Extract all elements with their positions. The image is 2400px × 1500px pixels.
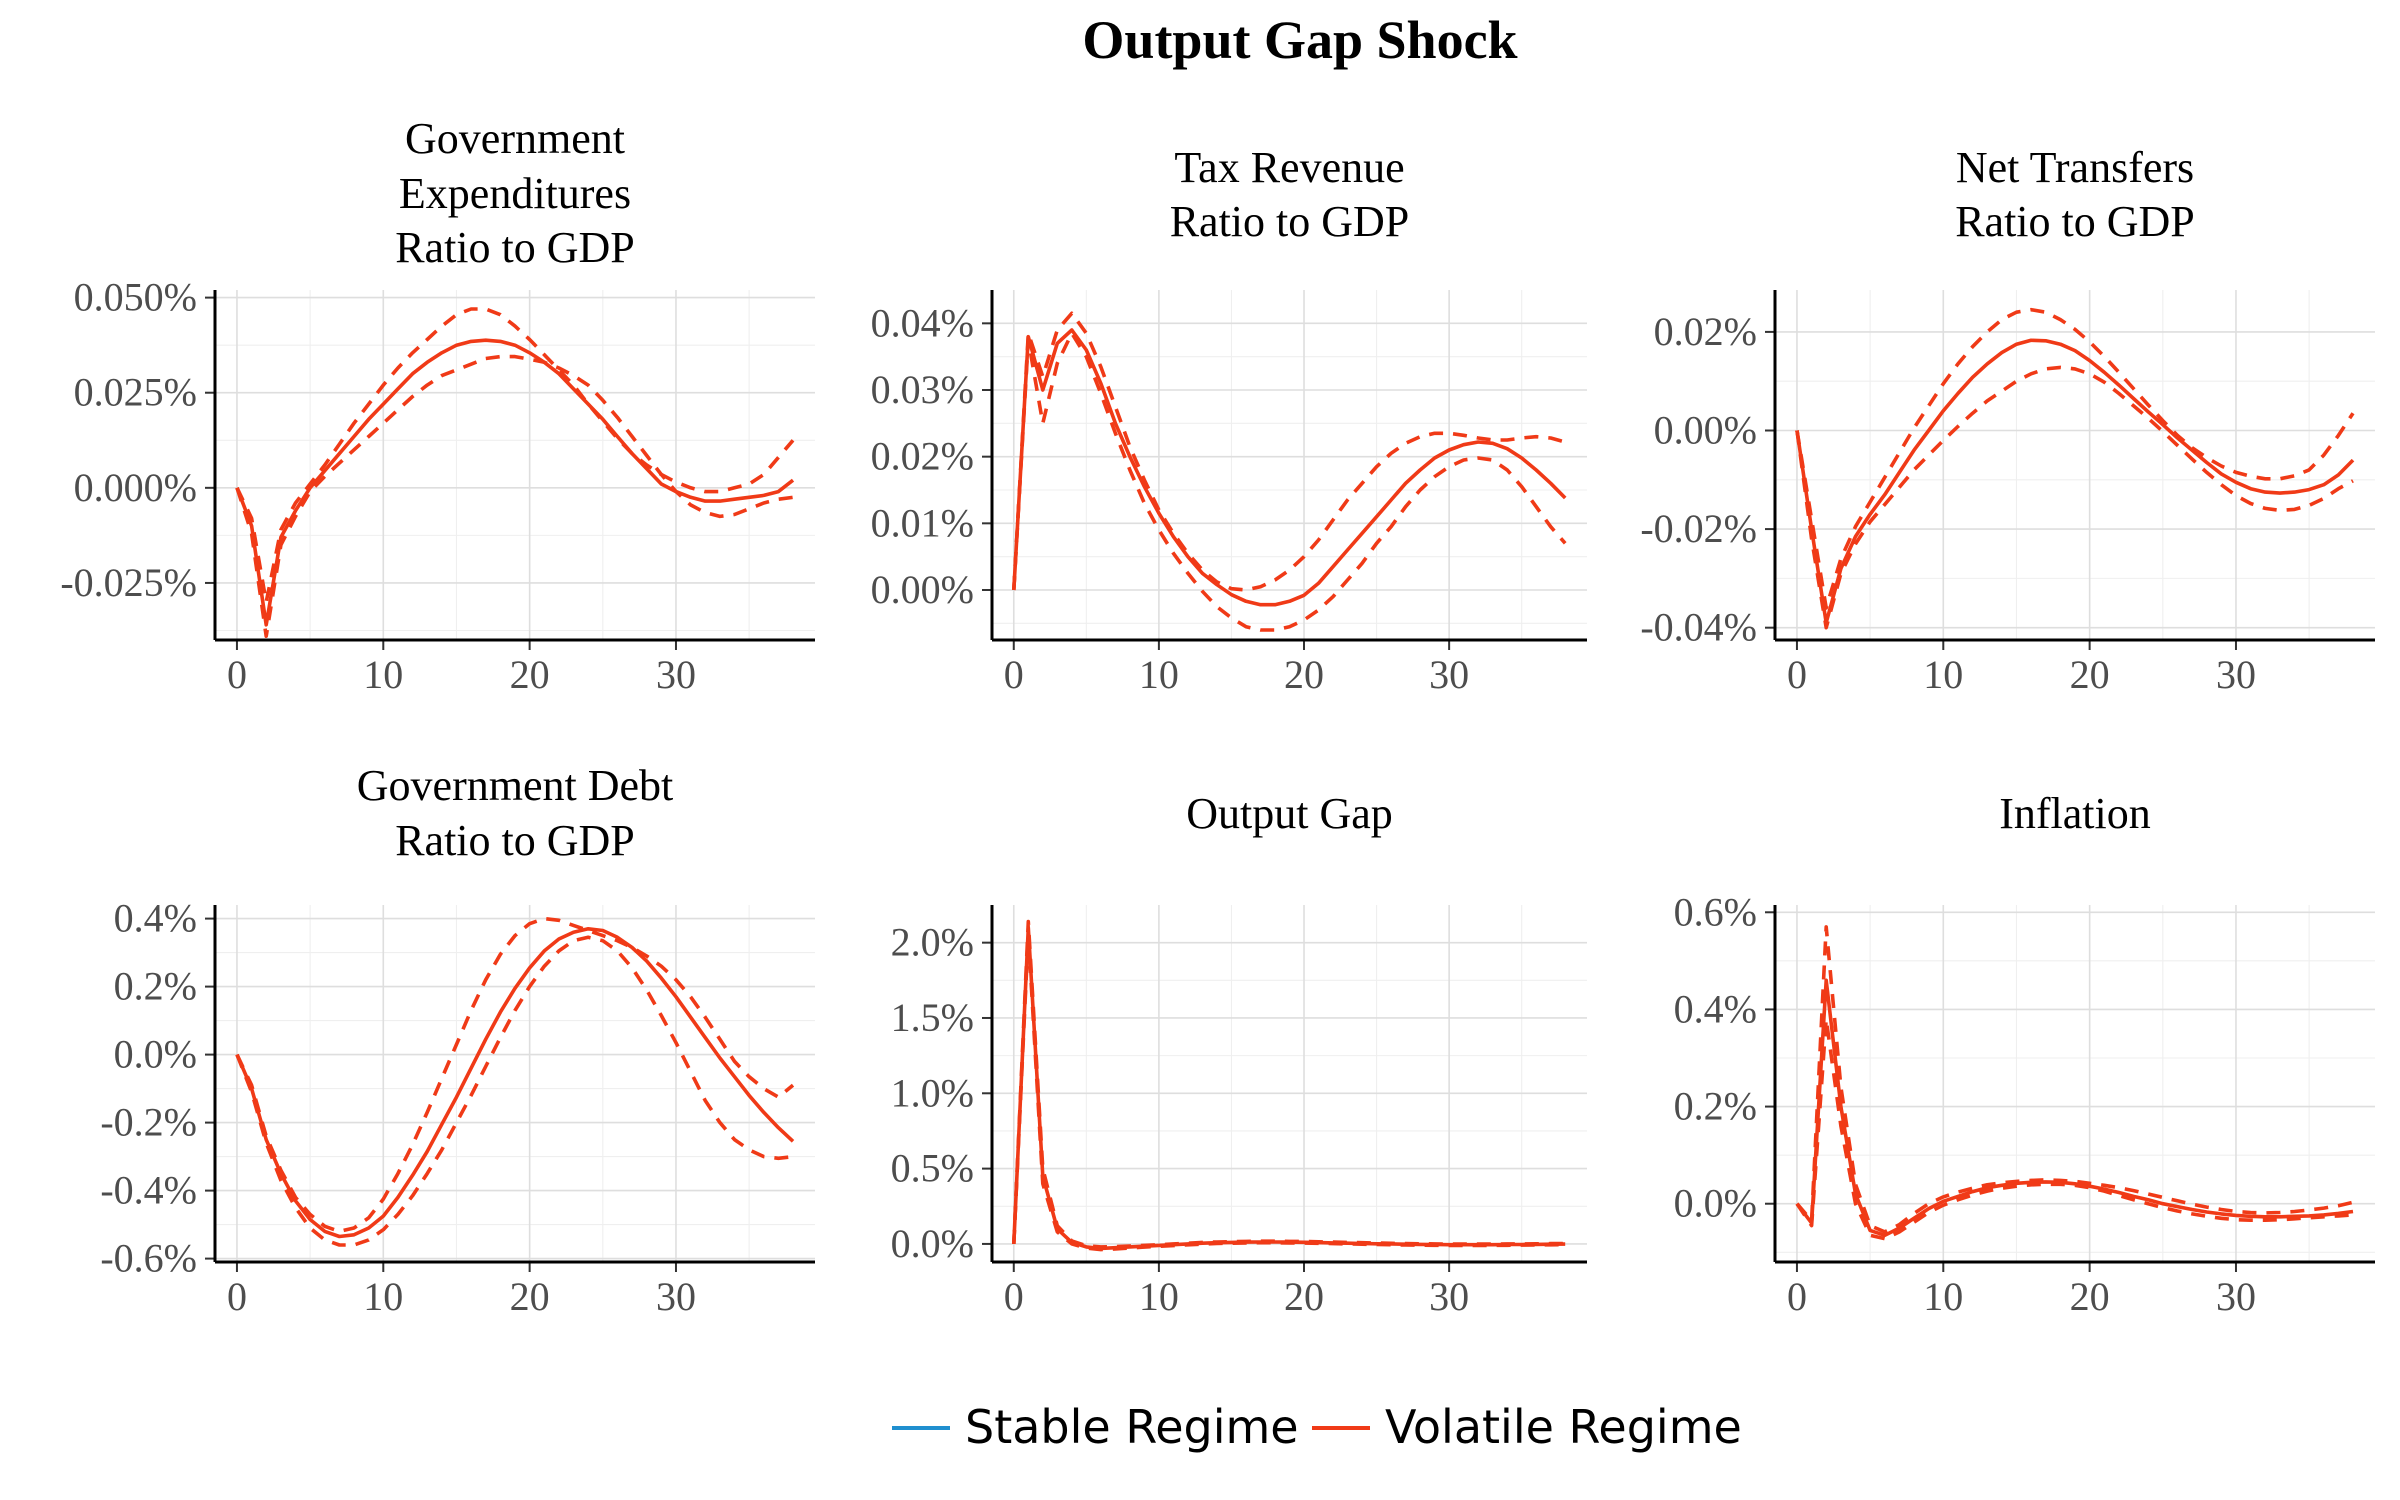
- legend: Stable Regime Volatile Regime: [892, 1400, 1742, 1454]
- panel-title-line: Government Debt: [357, 761, 673, 810]
- y-tick-label: 2.0%: [891, 920, 974, 965]
- y-tick-label: 0.2%: [1674, 1084, 1757, 1129]
- x-tick-label: 20: [2070, 1274, 2110, 1319]
- series-line-lower: [235, 354, 794, 639]
- x-tick-label: 0: [227, 1274, 247, 1319]
- y-tick-label: -0.025%: [60, 560, 197, 605]
- panel-1: Government Expenditures Ratio to GDP 0 10 20 3…: [60, 114, 815, 697]
- panel-title-line: Expenditures: [399, 169, 631, 218]
- series-line-lower: [1795, 1017, 2354, 1241]
- panel-title-line: Ratio to GDP: [1170, 197, 1410, 246]
- y-tick-label: 0.4%: [1674, 986, 1757, 1031]
- y-tick-label: 1.0%: [891, 1070, 974, 1115]
- panels: Government Expenditures Ratio to GDP 0 10 20 3…: [60, 114, 2375, 1319]
- series-line-upper: [1012, 919, 1566, 1249]
- y-tick-label: 0.6%: [1674, 889, 1757, 934]
- series-line-lower: [1795, 365, 2354, 630]
- series-line-upper: [1012, 311, 1566, 592]
- x-tick-label: 30: [656, 1274, 696, 1319]
- y-tick-label: 0.025%: [74, 370, 197, 415]
- x-tick-label: 10: [363, 1274, 403, 1319]
- x-tick-label: 0: [1787, 652, 1807, 697]
- y-tick-label: 0.5%: [891, 1146, 974, 1191]
- series-line-median: [1012, 328, 1567, 607]
- y-tick-label: 0.4%: [114, 896, 197, 941]
- y-tick-label: 0.0%: [1674, 1181, 1757, 1226]
- x-tick-label: 20: [1284, 1274, 1324, 1319]
- y-tick-label: 0.03%: [871, 367, 974, 412]
- x-tick-label: 0: [1004, 652, 1024, 697]
- x-tick-label: 10: [1923, 652, 1963, 697]
- panel-title-line: Output Gap: [1186, 789, 1393, 838]
- y-tick-label: -0.02%: [1640, 506, 1757, 551]
- panel-title-line: Ratio to GDP: [395, 223, 635, 272]
- panel-2: Tax Revenue Ratio to GDP 0 10 20 30 0.00% 0.01%…: [871, 143, 1587, 697]
- y-tick-label: 0.02%: [1654, 309, 1757, 354]
- y-tick-label: 0.000%: [74, 465, 197, 510]
- series-line-median: [1795, 978, 2354, 1238]
- x-tick-label: 10: [1139, 1274, 1179, 1319]
- y-tick-label: -0.04%: [1640, 605, 1757, 650]
- y-tick-label: -0.2%: [100, 1100, 197, 1145]
- figure-title: Output Gap Shock: [1082, 10, 1517, 70]
- x-tick-label: 10: [1923, 1274, 1963, 1319]
- y-tick-label: 0.0%: [891, 1221, 974, 1266]
- x-tick-label: 0: [1004, 1274, 1024, 1319]
- y-tick-label: 0.050%: [74, 275, 197, 320]
- x-tick-label: 30: [656, 652, 696, 697]
- legend-label-stable: Stable Regime: [965, 1400, 1299, 1454]
- y-tick-label: 0.00%: [871, 567, 974, 612]
- series-line-lower: [1012, 931, 1566, 1252]
- y-tick-label: 0.2%: [114, 964, 197, 1009]
- series-line-lower: [1012, 331, 1567, 632]
- panel-4: Government Debt Ratio to GDP 0 10 20 30 -0.6% -…: [100, 761, 815, 1319]
- series-line-upper: [235, 916, 795, 1234]
- series-line-upper: [235, 307, 795, 604]
- panel-title-line: Ratio to GDP: [395, 816, 635, 865]
- x-tick-label: 10: [363, 652, 403, 697]
- x-tick-label: 0: [1787, 1274, 1807, 1319]
- series-line-median: [235, 926, 795, 1239]
- x-tick-label: 20: [510, 652, 550, 697]
- series-line-median: [235, 338, 795, 627]
- x-tick-label: 0: [227, 652, 247, 697]
- x-tick-label: 30: [2216, 652, 2256, 697]
- panel-6: Inflation 0 10 20 30 0.0% 0.2% 0.4% 0.6%: [1674, 789, 2375, 1319]
- y-tick-label: 1.5%: [891, 995, 974, 1040]
- x-tick-label: 30: [1429, 1274, 1469, 1319]
- y-tick-label: 0.04%: [871, 300, 974, 345]
- panel-title-line: Ratio to GDP: [1955, 197, 2195, 246]
- y-tick-label: -0.4%: [100, 1168, 197, 1213]
- y-tick-label: -0.6%: [100, 1236, 197, 1281]
- y-tick-label: 0.00%: [1654, 407, 1757, 452]
- y-tick-label: 0.0%: [114, 1032, 197, 1077]
- x-tick-label: 20: [510, 1274, 550, 1319]
- series-line-median: [1012, 925, 1566, 1251]
- x-tick-label: 20: [2070, 652, 2110, 697]
- y-tick-label: 0.01%: [871, 500, 974, 545]
- panel-3: Net Transfers Ratio to GDP 0 10 20 30 -0.04% -0…: [1640, 143, 2375, 697]
- x-tick-label: 30: [2216, 1274, 2256, 1319]
- panel-title-line: Net Transfers: [1956, 143, 2194, 192]
- panel-5: Output Gap 0 10 20 30 0.0% 0.5% 1.0% 1.5% 2.0%: [891, 789, 1587, 1319]
- series-line-upper: [1795, 307, 2355, 610]
- x-tick-label: 10: [1139, 652, 1179, 697]
- y-tick-label: 0.02%: [871, 434, 974, 479]
- legend-label-volatile: Volatile Regime: [1385, 1400, 1742, 1454]
- series-line-median: [1795, 338, 2355, 625]
- x-tick-label: 20: [1284, 652, 1324, 697]
- panel-title-line: Tax Revenue: [1174, 143, 1404, 192]
- panel-title-line: Inflation: [1999, 789, 2151, 838]
- series-line-lower: [235, 935, 794, 1247]
- panel-title-line: Government: [405, 114, 625, 163]
- x-tick-label: 30: [1429, 652, 1469, 697]
